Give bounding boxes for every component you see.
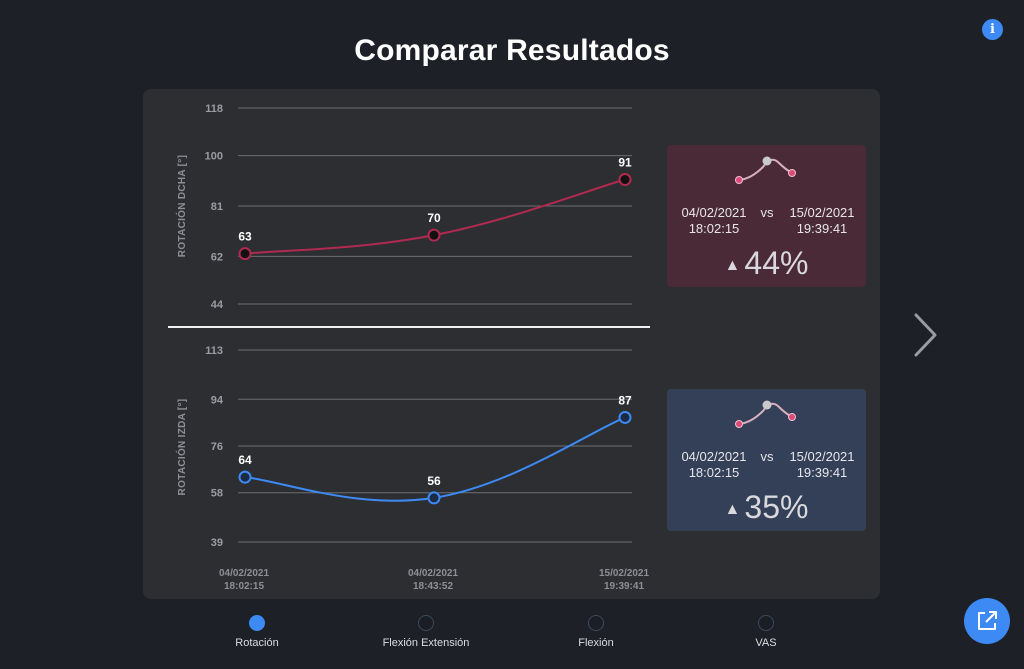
comparison-card-izda: 04/02/2021 18:02:15 vs 15/02/2021 19:39:41… [667,389,866,531]
y-tick-label: 39 [211,537,223,549]
data-label: 91 [618,156,632,170]
x-tick-time: 19:39:41 [604,581,644,592]
card-date-end: 15/02/2021 19:39:41 [789,205,855,236]
trend-icon [735,400,796,428]
data-label: 70 [427,211,441,225]
y-tick-label: 62 [211,251,223,263]
export-button[interactable] [964,598,1010,644]
card-date-start: 04/02/2021 18:02:15 [681,449,747,480]
x-tick-time: 18:43:52 [413,581,453,592]
pagination-dot[interactable] [758,615,774,631]
card-vs: vs [760,449,774,464]
data-label: 56 [427,474,441,488]
y-tick-label: 94 [211,394,224,406]
info-icon[interactable]: i [982,19,1003,40]
card-vs: vs [760,205,774,220]
y-axis-label: ROTACIÓN IZDA [°] [175,399,188,496]
data-point [618,173,632,187]
pagination-label: Flexión [578,637,614,649]
series-line [244,416,626,502]
data-point [238,247,252,261]
card-percent: ▲ 44% [724,245,809,281]
data-point [618,410,632,424]
pagination-label: Rotación [235,637,279,649]
up-arrow-icon: ▲ [724,256,741,274]
pagination-item-vas[interactable]: VAS [691,615,841,649]
x-tick-date: 04/02/2021 [408,568,458,579]
pagination-dot[interactable] [249,615,265,631]
card-percent: ▲ 35% [724,489,809,525]
data-point [427,491,441,505]
data-point [238,470,252,484]
card-date-start: 04/02/2021 18:02:15 [681,205,747,236]
y-tick-label: 81 [211,201,223,213]
card-date-end: 15/02/2021 19:39:41 [789,449,855,480]
comparison-charts: 118 100 81 62 44 ROTACIÓN DCHA [°] 63 70 91 113 94… [168,103,650,592]
data-point [427,228,441,242]
trend-icon [735,156,796,184]
chart-panel: 118 100 81 62 44 ROTACIÓN DCHA [°] 63 70 91 113 94… [143,89,880,599]
chevron-right-icon[interactable] [910,311,940,361]
page-title: Comparar Resultados [354,34,670,67]
y-tick-label: 58 [211,488,223,500]
pagination-item-flexion-extension[interactable]: Flexión Extensión [351,615,501,649]
x-tick-time: 18:02:15 [224,581,264,592]
y-tick-label: 118 [205,103,223,115]
y-tick-label: 44 [211,299,224,311]
data-label: 64 [238,453,252,467]
external-link-icon [978,611,997,630]
y-axis-label: ROTACIÓN DCHA [°] [175,155,188,257]
pagination-dot[interactable] [588,615,604,631]
y-tick-label: 100 [205,151,223,163]
pagination-item-rotacion[interactable]: Rotación [182,615,332,649]
data-label: 87 [618,393,632,407]
pagination-item-flexion[interactable]: Flexión [521,615,671,649]
y-tick-label: 76 [211,441,223,453]
pagination-dot[interactable] [418,615,434,631]
x-tick-date: 15/02/2021 [599,568,649,579]
up-arrow-icon: ▲ [724,500,741,518]
pagination-label: VAS [755,637,777,649]
pagination-label: Flexión Extensión [382,637,470,649]
x-tick-date: 04/02/2021 [219,568,269,579]
comparison-card-dcha: 04/02/2021 18:02:15 vs 15/02/2021 19:39:41… [667,145,866,287]
pagination: Rotación Flexión Extensión Flexión VAS [0,615,1024,655]
data-label: 63 [238,230,252,244]
y-tick-label: 113 [205,345,223,357]
